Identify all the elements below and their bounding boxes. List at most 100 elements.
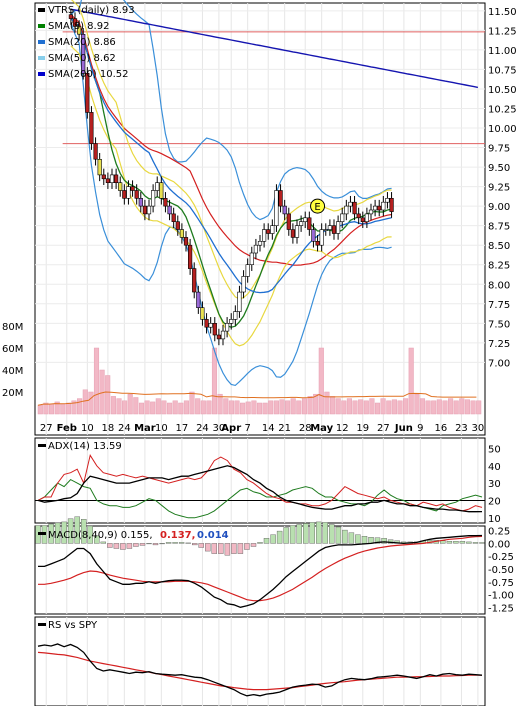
macd-histogram-bar: [218, 543, 224, 554]
macd-histogram-bar: [303, 523, 309, 544]
volume-bar: [251, 400, 257, 415]
volume-bar: [138, 402, 145, 415]
legend-swatch: [38, 532, 46, 535]
x-tick-label: 30: [213, 423, 226, 434]
sma20-upper-line: [70, 0, 392, 300]
y-tick-label: 8.00: [488, 280, 510, 291]
candle-body: [377, 205, 382, 211]
candle-body: [249, 252, 254, 265]
y-tick-label: 10.25: [488, 104, 517, 115]
volume-bar: [431, 400, 437, 415]
volume-bar: [65, 402, 71, 415]
macd-histogram-bar: [335, 526, 342, 544]
x-tick-label: Mar: [134, 423, 156, 434]
macd-histogram-bar: [113, 543, 120, 549]
volume-bar: [77, 398, 83, 415]
macd-histogram-bar: [198, 543, 204, 548]
volume-bar: [105, 375, 111, 415]
candle-body: [85, 73, 90, 113]
y-tick-label: 8.50: [488, 241, 510, 252]
candle-body: [212, 322, 217, 336]
candle-body: [167, 205, 172, 215]
sma200-line: [70, 8, 479, 89]
candle-body: [290, 229, 296, 238]
macd-histogram-bar: [289, 525, 296, 544]
x-tick-label: 18: [102, 423, 115, 434]
volume-bar: [217, 393, 223, 415]
volume-bar: [195, 398, 201, 415]
macd-signal-line: [38, 535, 483, 602]
volume-bar: [245, 401, 251, 415]
x-tick-label: Jun: [394, 423, 413, 434]
volume-bar: [391, 399, 397, 415]
macd-histogram-bar: [87, 525, 93, 544]
y-tick-label: 9.75: [488, 144, 510, 155]
legend-swatch: [38, 623, 46, 626]
volume-bar: [133, 397, 139, 415]
candle-body: [261, 229, 267, 242]
volume-bar: [256, 402, 263, 415]
legend-swatch: [38, 72, 45, 76]
volume-bar: [296, 400, 302, 415]
macd-histogram-bar: [120, 543, 126, 550]
y-tick-label: 7.25: [488, 339, 510, 350]
volume-bar: [37, 404, 43, 415]
macd-histogram-bar: [231, 543, 237, 554]
candle-body: [253, 244, 259, 254]
volume-bar: [82, 389, 88, 415]
volume-bar: [144, 400, 150, 415]
volume-average-line: [37, 391, 477, 406]
candle-body: [81, 33, 86, 74]
candle-body: [315, 241, 320, 246]
candle-body: [319, 229, 324, 246]
macd-histogram-bar: [172, 542, 178, 544]
x-tick-label: 21: [278, 423, 291, 434]
macd-histogram-bar: [361, 536, 368, 544]
volume-bar: [93, 347, 100, 415]
x-tick-label: 19: [356, 423, 369, 434]
macd-histogram-bar: [263, 538, 270, 544]
volume-bar: [335, 398, 341, 415]
macd-histogram-bar: [80, 519, 87, 544]
x-tick-label: 9: [417, 423, 423, 434]
legend-swatch: [38, 8, 45, 12]
rs-line: [37, 643, 483, 697]
rs-panel: RS vs SPY: [34, 616, 486, 706]
candle-body: [77, 26, 82, 35]
macd-histogram-bar: [126, 543, 133, 549]
legend-swatch: [38, 24, 45, 28]
candle-body: [294, 225, 300, 238]
volume-bar: [363, 400, 369, 415]
legend-label: SMA(50) 8.62: [48, 53, 116, 64]
y-tick-label: 7.00: [488, 358, 510, 369]
volume-bar: [273, 400, 279, 415]
volume-bar: [386, 400, 392, 415]
candle-body: [175, 221, 180, 230]
macd-histogram-bar: [48, 523, 54, 544]
candle-body: [270, 225, 275, 234]
x-tick-label: 28: [299, 423, 312, 434]
volume-bar: [324, 391, 330, 415]
candle-body: [237, 291, 242, 312]
y-tick-label: 8.75: [488, 222, 510, 233]
x-tick-label: 30: [472, 423, 485, 434]
macd-histogram-bar: [74, 516, 80, 544]
volume-bar: [403, 398, 409, 415]
volume-bar: [206, 400, 212, 415]
x-tick-label: 10: [155, 423, 168, 434]
volume-bar: [425, 400, 431, 415]
candle-body: [368, 209, 374, 215]
volume-bar: [155, 398, 161, 415]
volume-bar: [470, 400, 476, 415]
volume-bar: [307, 396, 313, 415]
volume-bar: [341, 400, 347, 415]
macd-histogram-bar: [54, 522, 61, 544]
candle-body: [385, 198, 390, 203]
macd-histogram-bar: [466, 541, 472, 544]
volume-bar: [453, 400, 459, 415]
y-tick-label: 30: [488, 479, 501, 490]
panel-frame: [34, 437, 486, 524]
candle-body: [159, 182, 164, 199]
y-tick-label: 11.50: [488, 7, 517, 18]
